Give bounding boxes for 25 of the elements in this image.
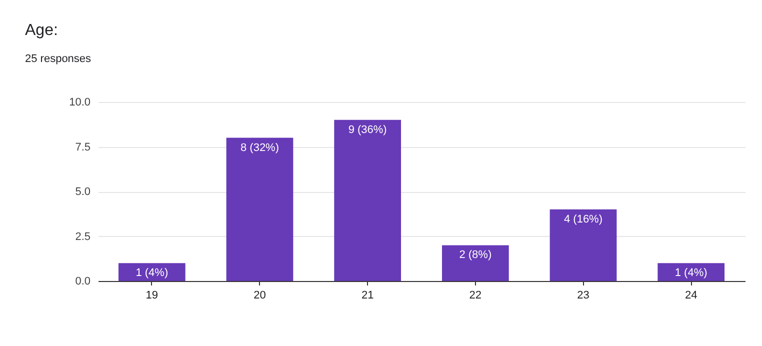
data-label: 9 (36%) <box>348 124 387 136</box>
x-tick-label: 21 <box>361 290 374 302</box>
bar <box>226 138 294 281</box>
x-tick-label: 22 <box>469 290 482 302</box>
bar <box>118 263 186 281</box>
y-tick-label: 0.0 <box>75 276 90 288</box>
data-label: 2 (8%) <box>459 249 492 262</box>
data-label: 1 (4%) <box>674 267 708 280</box>
data-label: 4 (16%) <box>564 213 603 226</box>
x-tick-label: 20 <box>254 290 266 302</box>
y-tick-label: 10.0 <box>69 96 90 108</box>
x-tick-label: 19 <box>146 290 158 302</box>
bar <box>442 245 509 281</box>
chart-title: Age: <box>25 22 58 40</box>
bar <box>334 120 402 281</box>
bar <box>658 263 725 281</box>
data-label: 8 (32%) <box>240 142 280 154</box>
y-tick-label: 5.0 <box>75 186 90 198</box>
y-tick-label: 2.5 <box>75 230 90 243</box>
x-tick-label: 23 <box>577 290 590 302</box>
bar <box>550 209 617 281</box>
data-label: 1 (4%) <box>136 267 168 280</box>
x-tick-label: 24 <box>684 290 698 302</box>
y-tick-label: 7.5 <box>75 141 90 154</box>
chart-subtitle: 25 responses <box>25 53 92 65</box>
